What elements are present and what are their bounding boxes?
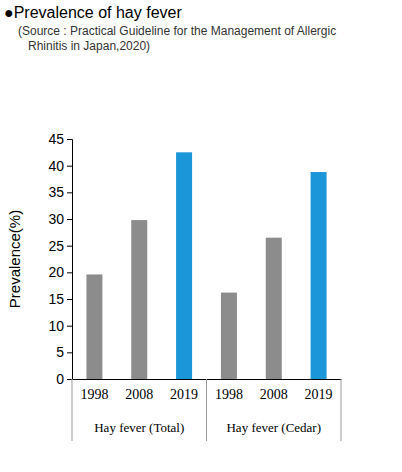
y-tick-label: 25 — [48, 238, 64, 254]
x-tick: 2008 — [260, 387, 288, 402]
x-tick: 2008 — [125, 387, 153, 402]
y-tick-label: 0 — [56, 371, 64, 387]
group-label: Hay fever (Total) — [94, 420, 184, 435]
y-tick-mark — [67, 352, 72, 353]
y-tick: 40 — [48, 158, 72, 174]
y-tick-mark — [67, 166, 72, 167]
y-tick: 20 — [48, 264, 72, 280]
bar — [131, 220, 147, 379]
y-tick-label: 20 — [48, 264, 64, 280]
y-tick: 15 — [48, 291, 72, 307]
y-tick-label: 10 — [48, 318, 64, 334]
y-axis-line — [67, 140, 73, 380]
bar — [266, 238, 282, 379]
y-tick-mark — [67, 272, 72, 273]
x-tick-label: 2008 — [260, 387, 288, 402]
bar — [176, 152, 192, 379]
y-tick-label: 35 — [48, 184, 64, 200]
group-label: Hay fever (Cedar) — [226, 420, 321, 435]
y-tick-label: 30 — [48, 211, 64, 227]
y-tick-mark — [67, 219, 72, 220]
y-tick-label: 40 — [48, 158, 64, 174]
group-separators — [72, 379, 341, 441]
group-separator — [341, 379, 342, 441]
group-separator — [72, 379, 73, 441]
group-separator — [206, 379, 207, 441]
y-tick-mark — [67, 379, 72, 380]
x-tick: 1998 — [215, 387, 243, 402]
y-tick: 45 — [48, 131, 72, 147]
y-tick: 25 — [48, 238, 72, 254]
y-axis-title: Prevalence(%) — [6, 210, 23, 308]
y-tick-label: 5 — [56, 344, 64, 360]
y-axis: 0 5 10 15 20 25 30 35 40 45 — [48, 131, 72, 387]
y-tick-mark — [67, 326, 72, 327]
x-tick-label: 1998 — [215, 387, 243, 402]
y-tick-mark — [67, 299, 72, 300]
x-tick: 2019 — [170, 387, 198, 402]
x-tick-label: 1998 — [80, 387, 108, 402]
x-tick-label: 2019 — [170, 387, 198, 402]
y-tick-mark — [67, 139, 72, 140]
subtitle: (Source : Practical Guideline for the Ma… — [18, 24, 336, 38]
y-tick: 30 — [48, 211, 72, 227]
subtitle: Rhinitis in Japan,2020) — [28, 39, 150, 53]
chart: ●Prevalence of hay fever (Source : Practi… — [0, 0, 402, 472]
y-tick: 10 — [48, 318, 72, 334]
bar — [221, 293, 237, 379]
x-tick: 1998 — [80, 387, 108, 402]
y-tick-mark — [67, 246, 72, 247]
y-tick: 5 — [56, 344, 72, 360]
y-tick: 0 — [56, 371, 72, 387]
y-tick-label: 15 — [48, 291, 64, 307]
title: ●Prevalence of hay fever — [4, 4, 182, 21]
x-tick: 2019 — [305, 387, 333, 402]
y-tick-label: 45 — [48, 131, 64, 147]
bars — [86, 152, 326, 379]
x-tick-label: 2019 — [305, 387, 333, 402]
bar — [86, 274, 102, 379]
y-tick-mark — [67, 192, 72, 193]
y-tick: 35 — [48, 184, 72, 200]
x-tick-label: 2008 — [125, 387, 153, 402]
bar — [311, 172, 327, 379]
